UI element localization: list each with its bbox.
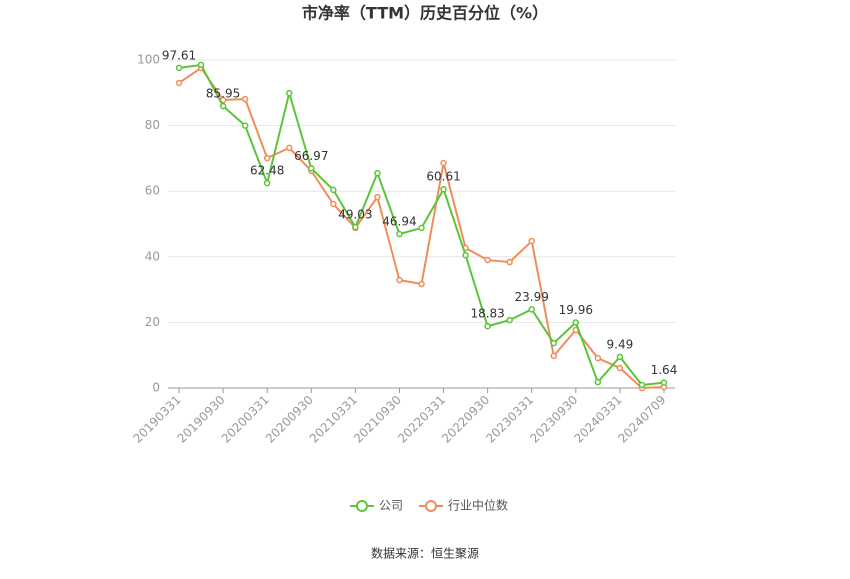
point: [506, 316, 513, 324]
point: [197, 61, 205, 69]
point: [396, 276, 403, 284]
y-tick-label: 0: [152, 381, 160, 395]
source: 数据来源：恒生聚源: [371, 546, 479, 561]
value-label: 62.48: [250, 164, 284, 178]
value-label: 85.95: [206, 87, 240, 101]
point: [175, 64, 183, 72]
point: [550, 352, 558, 360]
point: [484, 256, 491, 264]
point: [418, 280, 425, 288]
point: [594, 354, 602, 362]
point: [352, 223, 359, 231]
point: [528, 237, 535, 245]
legend-marker: [356, 500, 368, 512]
point: [263, 179, 271, 187]
y-tick-label: 60: [145, 184, 160, 198]
y-tick-label: 80: [145, 118, 160, 132]
point: [418, 224, 425, 232]
point: [263, 154, 271, 162]
point: [175, 79, 183, 87]
legend-marker: [425, 500, 438, 512]
point: [219, 102, 227, 110]
point: [462, 251, 469, 259]
chart-title: 市净率（TTM）历史百分位（%）: [302, 4, 548, 23]
point: [285, 144, 293, 152]
value-label: 49.03: [338, 208, 372, 222]
point: [528, 306, 535, 313]
point: [396, 230, 403, 238]
point: [330, 200, 337, 208]
point: [616, 364, 624, 372]
point: [440, 185, 447, 193]
point: [330, 186, 337, 194]
point: [550, 339, 558, 347]
value-label: 46.94: [382, 215, 416, 229]
point: [308, 165, 315, 172]
point: [285, 89, 293, 97]
x-tick-label: 20240709: [615, 393, 668, 446]
point: [374, 193, 381, 201]
y-tick-label: 20: [145, 315, 160, 329]
legend-label: 行业中位数: [448, 498, 508, 513]
point: [241, 95, 249, 103]
point: [594, 378, 602, 386]
value-label: 19.96: [559, 303, 593, 317]
point: [638, 381, 646, 389]
legend-label: 公司: [379, 499, 403, 513]
value-label: 9.49: [607, 337, 634, 351]
point: [374, 169, 381, 177]
y-tick-label: 100: [137, 53, 160, 67]
point: [616, 353, 624, 361]
value-label: 1.64: [651, 363, 678, 377]
value-label: 18.83: [470, 307, 504, 321]
point: [572, 319, 580, 326]
value-label: 60.61: [426, 170, 460, 184]
point: [506, 258, 513, 266]
point: [440, 159, 447, 167]
value-label: 97.61: [162, 48, 196, 62]
point: [484, 322, 491, 330]
y-tick-label: 40: [145, 249, 160, 263]
point: [660, 379, 668, 386]
value-label: 66.97: [294, 149, 328, 163]
value-label: 23.99: [515, 290, 549, 304]
point: [241, 122, 249, 129]
